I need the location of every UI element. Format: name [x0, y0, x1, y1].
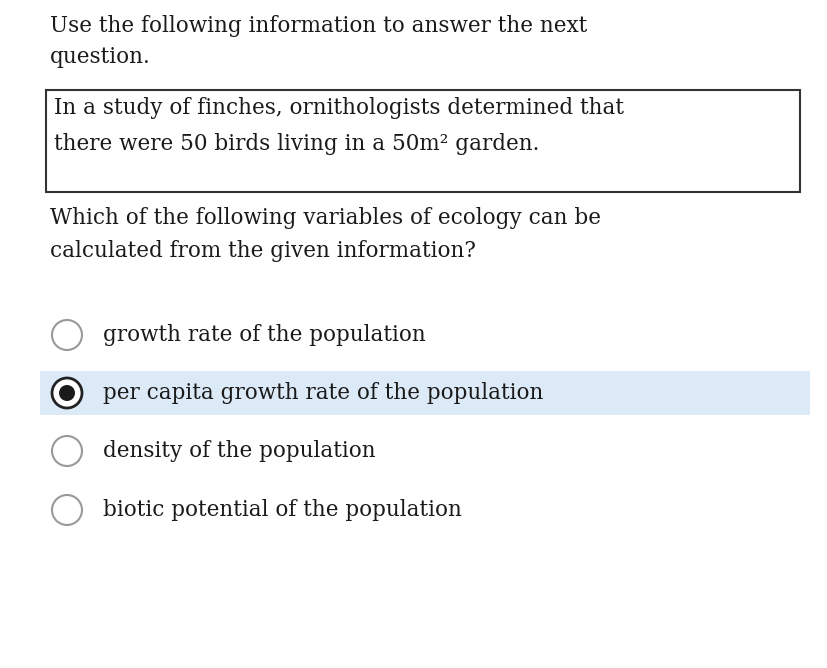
Text: biotic potential of the population: biotic potential of the population — [103, 499, 461, 521]
Text: calculated from the given information?: calculated from the given information? — [50, 240, 476, 262]
Text: Use the following information to answer the next: Use the following information to answer … — [50, 15, 586, 37]
Text: Which of the following variables of ecology can be: Which of the following variables of ecol… — [50, 207, 600, 229]
Text: per capita growth rate of the population: per capita growth rate of the population — [103, 382, 543, 404]
Circle shape — [52, 436, 82, 466]
Circle shape — [52, 378, 82, 408]
Text: question.: question. — [50, 46, 151, 68]
Text: In a study of finches, ornithologists determined that: In a study of finches, ornithologists de… — [54, 97, 624, 119]
Circle shape — [52, 495, 82, 525]
Text: there were 50 birds living in a 50m² garden.: there were 50 birds living in a 50m² gar… — [54, 133, 538, 155]
Bar — [46, 90, 799, 192]
Circle shape — [59, 385, 75, 401]
Circle shape — [52, 320, 82, 350]
Text: growth rate of the population: growth rate of the population — [103, 324, 425, 346]
Text: density of the population: density of the population — [103, 440, 375, 462]
Bar — [40, 371, 809, 415]
